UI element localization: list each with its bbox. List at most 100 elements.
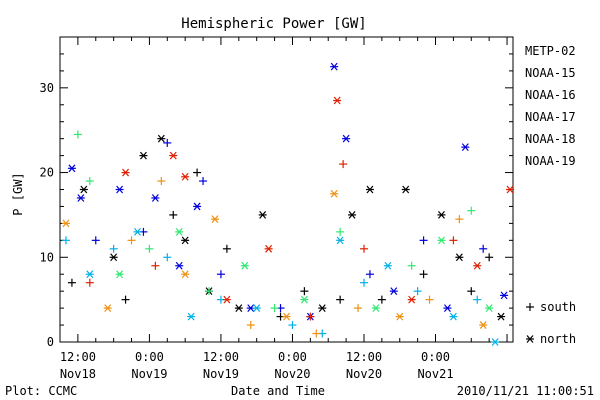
data-point-north	[169, 151, 178, 160]
legend-entry: NOAA-15	[525, 66, 576, 80]
x-tick-date-label: Nov18	[60, 367, 96, 381]
x-tick-date-label: Nov20	[346, 367, 382, 381]
data-point-north	[151, 194, 160, 202]
data-point-south	[449, 236, 458, 245]
data-point-north	[181, 172, 190, 181]
x-tick-date-label: Nov20	[274, 367, 310, 381]
legend: METP-02 NOAA-15 NOAA-16 NOAA-17 NOAA-18 NOAA-…	[525, 44, 576, 346]
data-point-south	[127, 236, 136, 245]
data-point-north	[175, 261, 184, 270]
data-point-south	[246, 321, 255, 330]
y-tick-label: 30	[40, 81, 54, 95]
data-point-north	[330, 62, 339, 71]
x-tick-time-label: 0:00	[135, 350, 164, 364]
data-point-north	[258, 211, 267, 219]
data-point-south	[336, 227, 345, 236]
x-tick-date-label: Nov21	[417, 367, 453, 381]
data-point-south	[336, 295, 345, 304]
legend-entry: NOAA-17	[525, 110, 576, 124]
data-point-south	[419, 270, 428, 279]
data-point-north	[115, 270, 124, 279]
legend-entry: NOAA-18	[525, 132, 576, 146]
data-point-south	[365, 270, 374, 279]
data-point-north	[139, 151, 148, 160]
data-point-north	[348, 211, 357, 219]
data-point-north	[234, 304, 243, 313]
data-point-north	[401, 185, 410, 194]
data-point-north	[133, 227, 142, 236]
data-point-south	[300, 287, 309, 296]
plot-axes: 0 10 20 30 12:00 Nov18 0:00 Nov19 12:00 Nov19 0:00…	[40, 36, 514, 381]
data-point-south	[109, 244, 118, 253]
data-point-north	[282, 312, 291, 321]
data-point-south	[413, 287, 422, 296]
data-point-south	[145, 244, 154, 253]
data-point-north	[407, 295, 416, 304]
data-point-north	[395, 312, 404, 321]
data-point-south	[306, 312, 315, 321]
data-point-south	[121, 295, 130, 304]
x-tick-time-label: 0:00	[421, 350, 450, 364]
data-point-south	[169, 210, 178, 219]
data-point-north	[371, 304, 380, 313]
data-point-south	[467, 206, 476, 215]
data-point-north	[497, 312, 506, 321]
legend-south-label: south	[540, 300, 576, 314]
data-point-north	[115, 185, 124, 194]
x-tick-time-label: 12:00	[346, 350, 382, 364]
data-point-north	[318, 304, 327, 313]
legend-north-label: north	[540, 332, 576, 346]
plot-source-label: Plot: CCMC	[5, 384, 77, 398]
data-point-south	[467, 287, 476, 296]
x-tick-time-label: 0:00	[278, 350, 307, 364]
data-point-south	[407, 261, 416, 270]
data-point-north	[506, 185, 515, 194]
data-point-north	[181, 270, 190, 279]
data-point-north	[300, 295, 309, 304]
data-point-north	[455, 253, 464, 262]
data-point-south	[157, 177, 166, 186]
data-point-north	[240, 261, 249, 270]
data-point-south	[67, 278, 76, 287]
data-point-south	[222, 244, 231, 253]
data-point-north	[479, 321, 488, 329]
data-point-north	[500, 291, 509, 300]
data-point-south	[270, 304, 279, 313]
data-point-south	[151, 261, 160, 270]
data-point-north	[264, 244, 273, 253]
data-point-south	[85, 177, 94, 186]
data-points	[61, 62, 515, 346]
data-point-south	[425, 295, 434, 304]
data-point-north	[342, 134, 351, 143]
data-point-north	[61, 219, 70, 228]
legend-marker-star	[526, 335, 534, 343]
data-point-north	[67, 164, 76, 173]
data-point-north	[383, 261, 392, 270]
y-tick-label: 0	[47, 335, 54, 349]
data-point-north	[187, 312, 196, 321]
data-point-south	[199, 177, 208, 186]
data-point-north	[157, 134, 166, 143]
data-point-north	[437, 211, 446, 219]
legend-entry: NOAA-16	[525, 88, 576, 102]
data-point-north	[252, 304, 261, 313]
data-point-north	[389, 287, 398, 296]
data-point-north	[473, 261, 482, 270]
data-point-north	[449, 312, 458, 321]
data-point-south	[85, 278, 94, 287]
data-point-south	[73, 130, 82, 139]
data-point-north	[365, 185, 374, 194]
data-point-north	[210, 215, 219, 224]
data-point-south	[61, 236, 70, 245]
data-point-south	[193, 168, 202, 177]
data-point-north	[193, 202, 202, 211]
data-point-north	[336, 236, 345, 245]
data-point-south	[163, 253, 172, 262]
data-point-north	[103, 304, 112, 313]
plot-timestamp: 2010/11/21 11:00:51	[457, 384, 594, 398]
data-point-south	[339, 160, 348, 169]
data-point-north	[79, 185, 88, 194]
legend-entry: NOAA-19	[525, 154, 576, 168]
data-point-north	[443, 304, 452, 313]
